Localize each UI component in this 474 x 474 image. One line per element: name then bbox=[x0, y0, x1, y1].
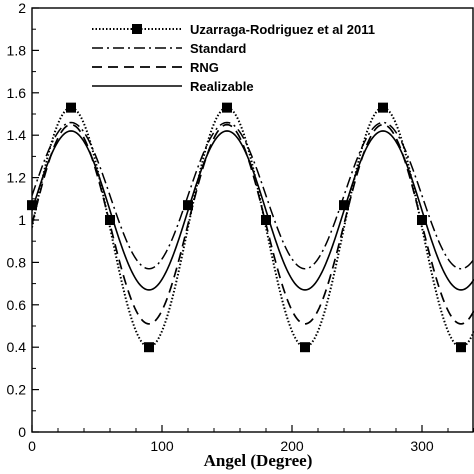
ticks-layer: 0 0.2 0.4 0.6 0.8 1 1.2 1.4 1.6 1.8 2 0 100 200 300 bbox=[7, 0, 474, 454]
y-tick-label: 1.8 bbox=[7, 42, 27, 58]
series-line-1 bbox=[32, 121, 474, 270]
series-line-0 bbox=[32, 106, 474, 349]
x-tick-label: 100 bbox=[150, 438, 174, 454]
series-line-2 bbox=[32, 123, 474, 325]
series-marker bbox=[27, 200, 37, 211]
series-marker bbox=[339, 200, 349, 211]
x-tick-label: 0 bbox=[28, 438, 36, 454]
x-tick-label: 200 bbox=[280, 438, 304, 454]
y-tick-label: 2 bbox=[18, 0, 26, 16]
series-marker bbox=[300, 342, 310, 353]
y-tick-label: 1.2 bbox=[7, 170, 27, 186]
series-line-3 bbox=[32, 130, 474, 291]
plot-area-border bbox=[31, 7, 474, 433]
plot-frame bbox=[31, 7, 474, 433]
series-marker bbox=[66, 102, 76, 113]
series-layer bbox=[27, 102, 474, 353]
legend-entry-label: Uzarraga-Rodriguez et al 2011 bbox=[190, 22, 375, 37]
y-tick-label: 1 bbox=[18, 212, 26, 228]
series-marker bbox=[105, 215, 115, 225]
y-tick-label: 0.2 bbox=[7, 382, 27, 398]
x-axis-label: Angel (Degree) bbox=[204, 451, 313, 470]
legend-marker bbox=[132, 24, 142, 34]
y-tick-label: 0.4 bbox=[7, 339, 27, 355]
series-marker bbox=[378, 102, 388, 113]
series-marker bbox=[183, 200, 193, 211]
legend-entry-label: Standard bbox=[190, 41, 246, 56]
y-tick-label: 0.8 bbox=[7, 254, 27, 270]
series-marker bbox=[144, 342, 154, 353]
y-tick-label: 0 bbox=[18, 424, 26, 440]
y-tick-label: 1.4 bbox=[7, 127, 27, 143]
y-tick-label: 1.6 bbox=[7, 85, 27, 101]
series-marker bbox=[261, 215, 271, 225]
y-tick-label: 0.6 bbox=[7, 297, 27, 313]
legend-entry-label: RNG bbox=[190, 60, 219, 75]
series-marker bbox=[222, 102, 232, 113]
series-marker bbox=[456, 342, 466, 353]
series-marker bbox=[417, 215, 427, 225]
legend-entry-label: Realizable bbox=[190, 79, 254, 94]
x-tick-label: 300 bbox=[410, 438, 434, 454]
legend: Uzarraga-Rodriguez et al 2011 Standard RNG… bbox=[92, 22, 375, 94]
